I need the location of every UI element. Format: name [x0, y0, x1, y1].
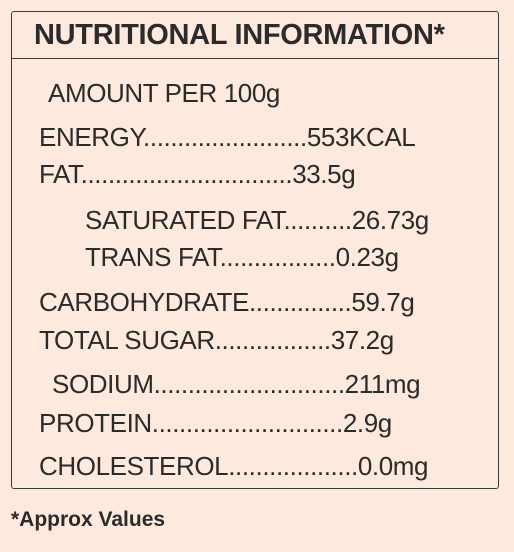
nutrient-row-fat: FAT...............................33.5g — [39, 159, 356, 189]
footnote: *Approx Values — [11, 508, 166, 531]
nutrient-row-cholesterol: CHOLESTEROL...................0.0mg — [39, 451, 429, 481]
amount-per-label: AMOUNT PER 100g — [48, 78, 280, 108]
nutrient-row-saturated-fat: SATURATED FAT..........26.73g — [85, 205, 429, 235]
panel-title: NUTRITIONAL INFORMATION* — [12, 12, 498, 59]
nutrition-panel: NUTRITIONAL INFORMATION* AMOUNT PER 100g… — [11, 11, 499, 489]
nutrient-row-trans-fat: TRANS FAT.................0.23g — [85, 242, 399, 272]
nutrient-row-carbohydrate: CARBOHYDRATE...............59.7g — [39, 287, 415, 317]
nutrient-row-energy: ENERGY........................553KCAL — [39, 122, 416, 152]
nutrient-row-protein: PROTEIN............................2.9g — [39, 408, 392, 438]
nutrient-row-total-sugar: TOTAL SUGAR.................37.2g — [39, 325, 394, 355]
nutrient-row-sodium: SODIUM............................211mg — [52, 369, 421, 399]
